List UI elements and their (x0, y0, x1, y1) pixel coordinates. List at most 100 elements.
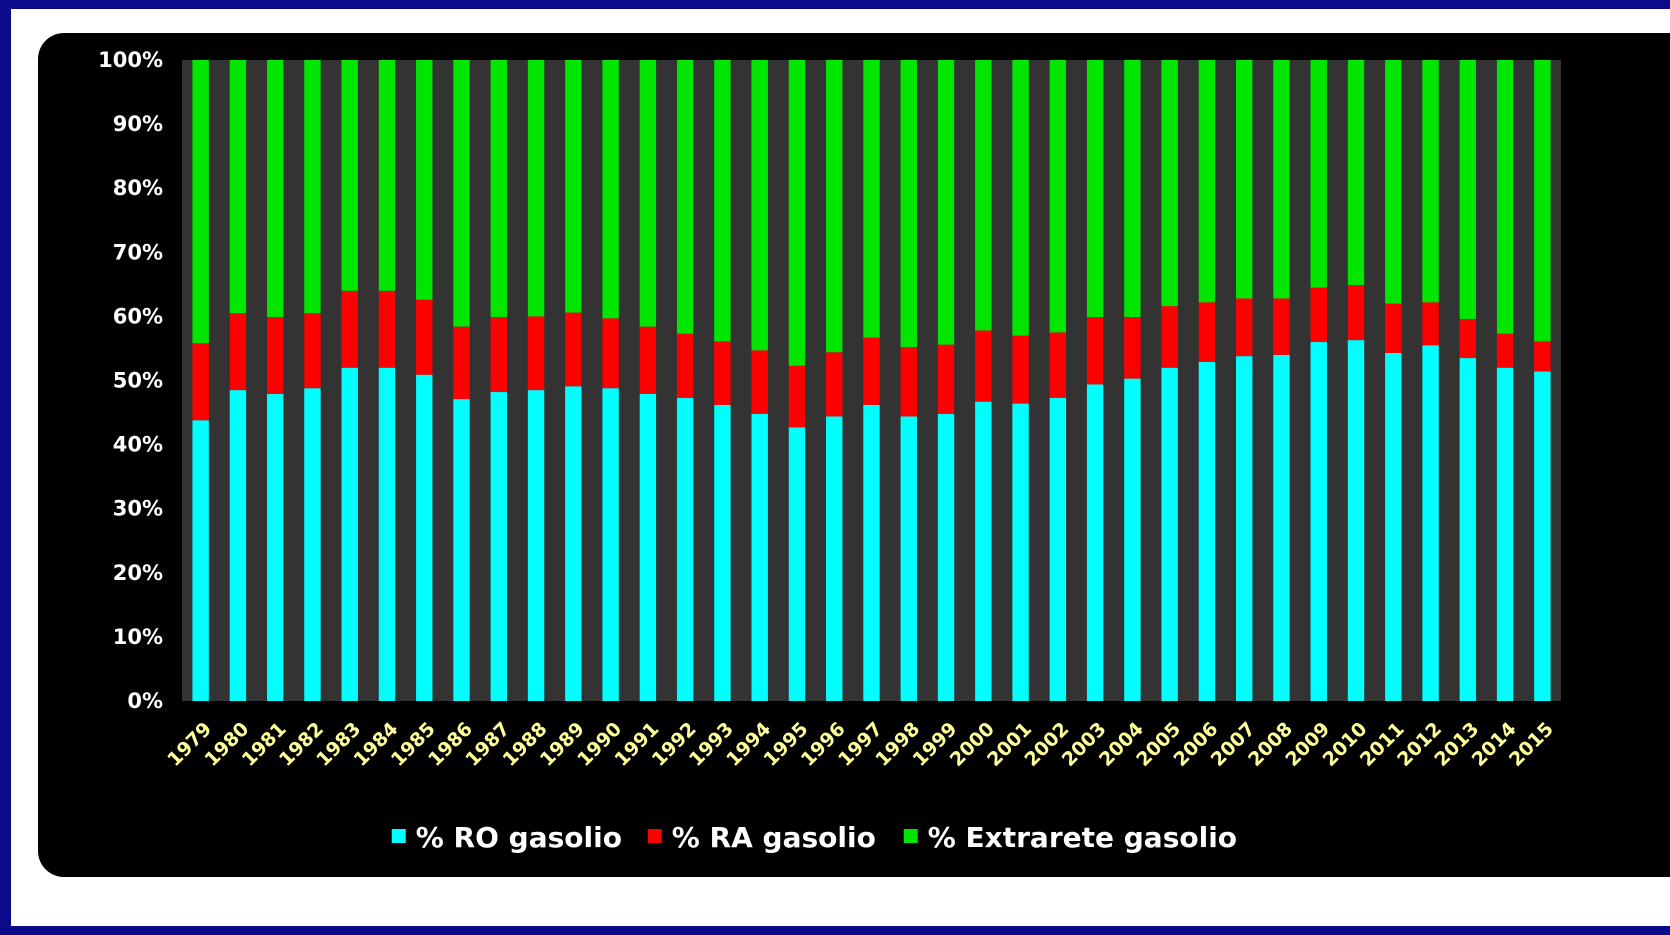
bar-segment (1534, 60, 1551, 342)
bar-segment (900, 60, 917, 348)
y-tick-label: 60% (113, 304, 163, 328)
bar-segment (1310, 287, 1327, 343)
bar-segment (639, 60, 657, 327)
bar-segment (1049, 332, 1067, 398)
y-tick-label: 50% (113, 369, 163, 393)
y-tick-label: 40% (113, 433, 163, 457)
bar-segment (639, 326, 657, 394)
bar-segment (378, 60, 396, 291)
bar-segment (826, 416, 843, 701)
bar-segment (602, 318, 619, 389)
bar-segment (1534, 341, 1551, 372)
legend-label: % RA gasolio (672, 821, 876, 854)
bar-segment (1012, 335, 1029, 404)
bar-segment (266, 317, 284, 394)
y-tick-label: 0% (127, 689, 163, 713)
bar-segment (453, 399, 470, 701)
bar-segment (341, 290, 358, 368)
y-tick-label: 30% (113, 497, 163, 521)
bar-segment (1161, 367, 1178, 701)
bar-segment (1459, 318, 1477, 359)
bar-segment (453, 326, 470, 400)
legend-swatch (391, 829, 406, 843)
bar-segment (304, 60, 321, 314)
bar-segment (714, 60, 731, 342)
bar-segment (826, 352, 843, 417)
bar-segment (527, 390, 545, 701)
bar-segment (1273, 354, 1290, 701)
bar-segment (416, 60, 433, 300)
bar-segment (1496, 367, 1514, 701)
bar-segment (1124, 378, 1141, 701)
bar-segment (490, 60, 507, 318)
bar-segment (192, 343, 209, 421)
bar-segment (1049, 60, 1067, 333)
bar-segment (1012, 60, 1029, 336)
y-tick-label: 80% (113, 176, 163, 200)
bar-segment (565, 312, 582, 387)
bar-segment (1310, 60, 1327, 288)
bar-segment (1496, 333, 1514, 368)
bar-segment (1236, 298, 1253, 357)
bar-segment (490, 392, 507, 701)
legend-swatch (903, 829, 918, 843)
bar-segment (714, 404, 731, 701)
bar-segment (1161, 306, 1178, 368)
bar-segment (1273, 60, 1290, 299)
bar-segment (639, 393, 657, 701)
bar-segment (1198, 361, 1216, 701)
bar-segment (1385, 352, 1402, 701)
bar-segment (266, 393, 284, 701)
bar-segment (527, 60, 545, 317)
bar-segment (416, 299, 433, 375)
bar-segment (751, 60, 768, 351)
bar-segment (1049, 397, 1067, 701)
bar-segment (714, 341, 731, 405)
bar-segment (341, 60, 358, 291)
bar-segment (676, 397, 694, 701)
bar-segment (527, 316, 545, 391)
legend-label: % RO gasolio (416, 821, 622, 854)
bar-segment (676, 333, 694, 398)
y-tick-label: 20% (113, 561, 163, 585)
bar-segment (900, 347, 917, 417)
y-tick-label: 100% (98, 48, 163, 72)
bar-segment (975, 330, 992, 402)
bar-segment (602, 60, 619, 319)
bar-segment (416, 374, 433, 701)
bar-segment (1273, 298, 1290, 355)
bar-segment (1347, 284, 1365, 341)
bar-segment (229, 313, 247, 391)
bar-segment (1422, 60, 1439, 303)
bar-segment (1198, 302, 1216, 362)
bar-segment (378, 367, 396, 701)
bar-segment (602, 388, 619, 701)
bar-segment (1347, 60, 1365, 285)
y-tick-label: 10% (113, 625, 163, 649)
bar-segment (453, 60, 470, 327)
bar-segment (788, 427, 806, 701)
bar-segment (1086, 317, 1104, 385)
bar-segment (937, 344, 955, 414)
bar-segment (1310, 342, 1327, 701)
bars (192, 60, 1551, 701)
bar-segment (1198, 60, 1216, 303)
bar-segment (788, 60, 806, 366)
bar-segment (751, 413, 768, 701)
bar-segment (1124, 317, 1141, 379)
bar-segment (304, 313, 321, 389)
bar-segment (900, 416, 917, 701)
bar-segment (975, 401, 992, 701)
bar-segment (1385, 303, 1402, 353)
y-axis: 0% 10% 20% 30% 40% 50% 60% 70% 80% 90% 100% (98, 48, 163, 713)
bar-segment (1236, 60, 1253, 299)
bar-segment (565, 60, 582, 313)
bar-segment (1459, 60, 1477, 319)
bar-segment (676, 60, 694, 334)
bar-segment (1347, 340, 1365, 701)
bar-segment (937, 413, 955, 701)
bar-segment (1086, 384, 1104, 701)
bar-segment (266, 60, 284, 318)
bar-segment (863, 404, 880, 701)
